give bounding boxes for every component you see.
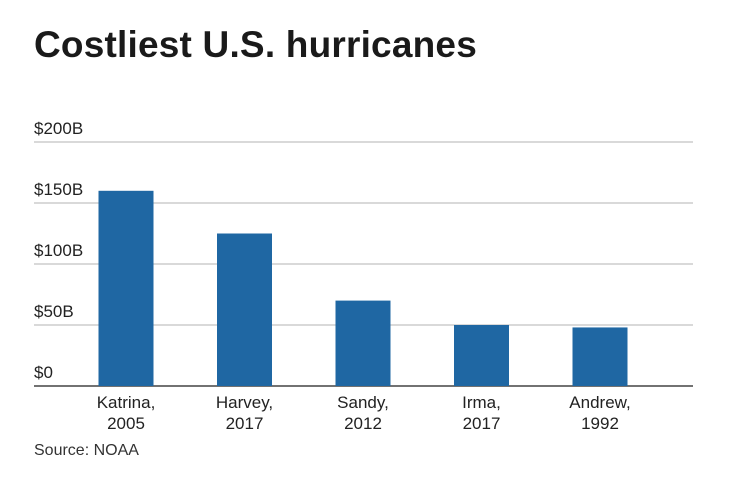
- y-tick-label: $100B: [34, 241, 83, 260]
- x-tick-label: Sandy, 2012: [337, 393, 389, 433]
- bar: [454, 325, 509, 386]
- x-tick-label-line: Andrew,: [569, 393, 630, 412]
- y-tick-label: $0: [34, 363, 53, 382]
- source-note: Source: NOAA: [34, 442, 139, 459]
- x-tick-label-line: 2005: [107, 414, 145, 433]
- y-tick-label: $150B: [34, 180, 83, 199]
- x-tick-label-line: Katrina,: [97, 393, 156, 412]
- x-tick-label-line: Irma,: [462, 393, 501, 412]
- y-tick-label: $200B: [34, 119, 83, 138]
- x-axis-labels: Katrina, 2005 Harvey, 2017 Sandy, 2012 Irma, 20…: [97, 393, 631, 433]
- bar: [335, 300, 391, 386]
- x-tick-label-line: 1992: [581, 414, 619, 433]
- chart-title: Costliest U.S. hurricanes: [34, 24, 477, 65]
- x-tick-label-line: 2012: [344, 414, 382, 433]
- x-tick-label-line: Sandy,: [337, 393, 389, 412]
- x-tick-label: Katrina, 2005: [97, 393, 156, 433]
- y-tick-label: $50B: [34, 302, 74, 321]
- bar: [98, 190, 154, 386]
- x-tick-label: Irma, 2017: [462, 393, 501, 433]
- bars: [98, 190, 628, 386]
- x-tick-label-line: 2017: [463, 414, 501, 433]
- x-tick-label-line: 2017: [226, 414, 264, 433]
- x-tick-label: Harvey, 2017: [216, 393, 273, 433]
- x-tick-label-line: Harvey,: [216, 393, 273, 412]
- bar: [217, 233, 272, 386]
- x-tick-label: Andrew, 1992: [569, 393, 630, 433]
- bar: [572, 327, 628, 386]
